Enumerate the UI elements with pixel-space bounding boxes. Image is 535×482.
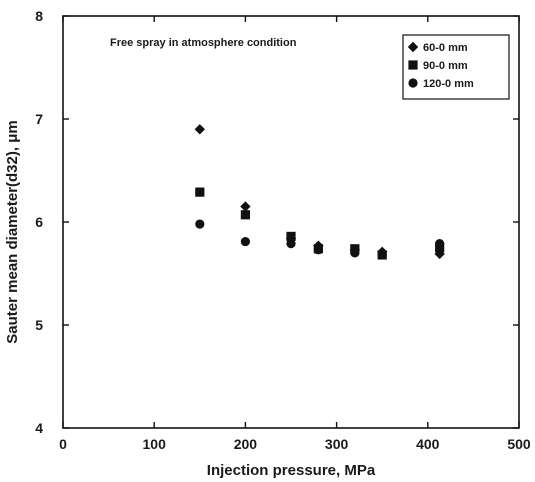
data-point-circle bbox=[377, 250, 387, 260]
data-point-square bbox=[286, 231, 296, 242]
legend-marker-diamond bbox=[407, 41, 419, 53]
x-tick-label: 400 bbox=[416, 436, 440, 452]
legend-label: 120-0 mm bbox=[423, 78, 474, 90]
ticks-layer: 0 100 200 300 400 500 4 5 6 7 8 bbox=[35, 8, 531, 452]
data-point-square bbox=[240, 210, 250, 220]
data-point-circle bbox=[350, 248, 360, 258]
y-tick-label: 8 bbox=[35, 8, 43, 24]
data-point-diamond bbox=[194, 124, 205, 135]
legend: 60-0 mm 90-0 mm 120-0 mm bbox=[402, 34, 510, 100]
data-point-circle bbox=[313, 245, 323, 255]
legend-marker-square bbox=[408, 60, 418, 70]
x-tick-label: 300 bbox=[325, 436, 349, 452]
data-points-layer bbox=[194, 124, 445, 260]
x-tick-label: 500 bbox=[507, 436, 531, 452]
legend-label: 90-0 mm bbox=[423, 60, 468, 72]
y-axis-title: Sauter mean diameter(d32), μm bbox=[4, 120, 21, 343]
chart-annotation: Free spray in atmosphere condition bbox=[110, 37, 297, 49]
legend-box bbox=[402, 34, 510, 100]
y-tick-label: 6 bbox=[35, 214, 43, 230]
data-point-circle bbox=[286, 239, 296, 249]
data-point-circle bbox=[240, 236, 250, 247]
x-tick-label: 0 bbox=[59, 436, 67, 452]
data-point-circle bbox=[195, 219, 205, 229]
legend-marker-circle bbox=[408, 78, 418, 88]
data-point-circle bbox=[435, 239, 445, 249]
y-tick-label: 7 bbox=[35, 111, 43, 127]
x-axis-title: Injection pressure, MPa bbox=[207, 462, 376, 479]
x-tick-label: 200 bbox=[234, 436, 258, 452]
data-point-diamond bbox=[240, 201, 251, 212]
y-tick-label: 4 bbox=[35, 420, 43, 436]
x-tick-label: 100 bbox=[143, 436, 167, 452]
legend-label: 60-0 mm bbox=[423, 42, 468, 54]
y-tick-label: 5 bbox=[35, 317, 43, 333]
data-point-square bbox=[195, 187, 205, 197]
